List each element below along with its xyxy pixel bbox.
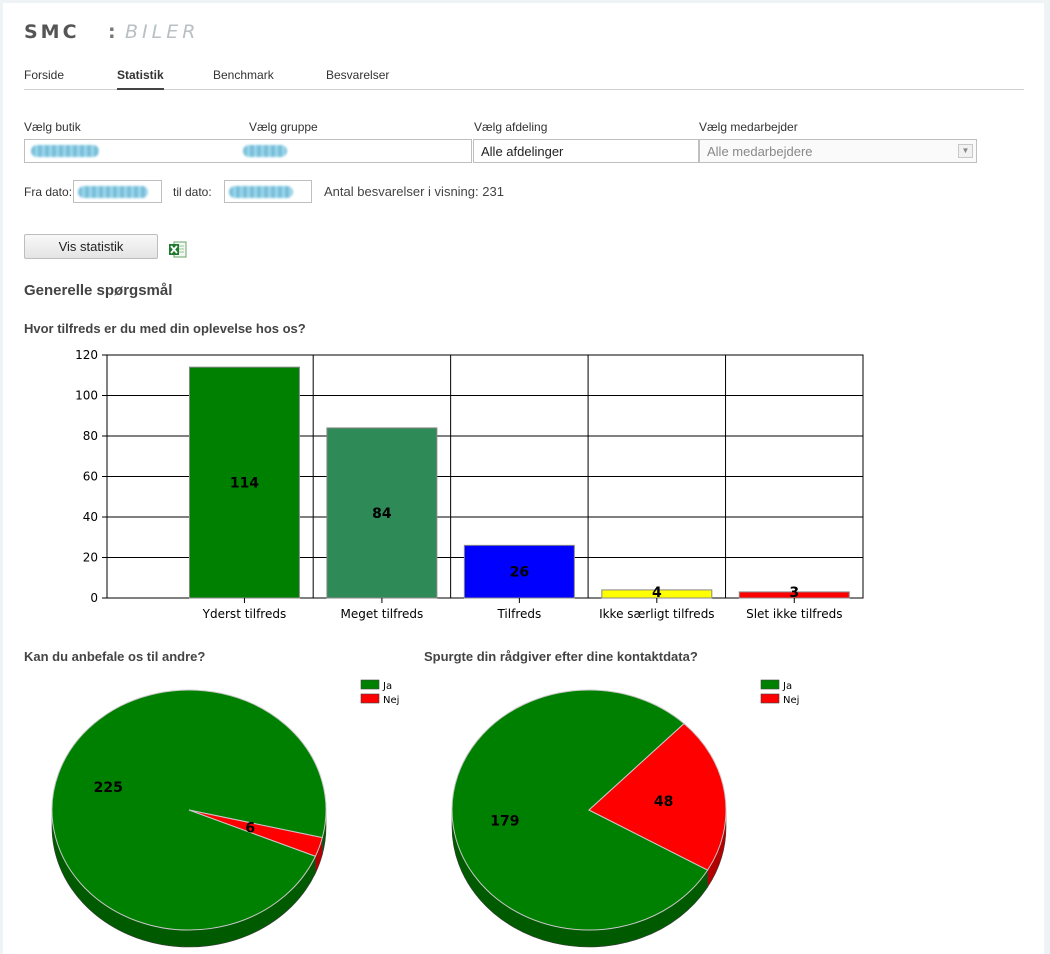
y-tick-label: 60 (83, 470, 98, 484)
page: SMC : BILER Forside Statistik Benchmark … (3, 3, 1044, 954)
afdeling-label: Vælg afdeling (474, 120, 548, 134)
medarbejder-select: Alle medarbejdere ▼ (699, 139, 977, 163)
x-tick-label: Slet ikke tilfreds (746, 607, 842, 621)
bar-chart: 0 20 40 60 80 100 120 114 Yderst tilfreds 84 Meget… (75, 348, 864, 621)
chevron-down-icon: ▼ (958, 144, 973, 158)
nav-forside[interactable]: Forside (24, 68, 65, 82)
butik-label: Vælg butik (24, 120, 81, 134)
pie-slice-ja (451, 689, 709, 931)
legend-swatch-ja (360, 679, 380, 690)
bar-3 (463, 544, 575, 599)
afdeling-select[interactable]: Alle afdelinger (473, 139, 699, 163)
pie-chart-kontaktdata: 179 48 Ja Nej (451, 679, 799, 948)
x-tick-label: Tilfreds (496, 607, 541, 621)
bar-1 (188, 366, 300, 599)
pie-value-label: 225 (94, 780, 123, 796)
legend-swatch-nej (760, 693, 780, 704)
x-tick-label: Yderst tilfreds (202, 607, 287, 621)
x-tick-label: Meget tilfreds (341, 607, 424, 621)
legend-swatch-nej (360, 693, 380, 704)
vis-statistik-button[interactable]: Vis statistik (24, 234, 158, 259)
bar-value-label: 4 (652, 585, 662, 601)
til-dato-label: til dato: (173, 185, 212, 199)
bar-value-label: 3 (789, 585, 799, 601)
pie-value-label: 6 (245, 820, 255, 836)
pie2-title: Spurgte din rådgiver efter dine kontaktd… (424, 649, 698, 664)
til-dato-input[interactable] (224, 180, 312, 203)
redacted-gruppe (243, 145, 287, 157)
gruppe-label: Vælg gruppe (249, 120, 318, 134)
redacted-butik (31, 145, 99, 157)
medarbejder-label: Vælg medarbejder (699, 120, 798, 134)
pie-slice-nej (188, 809, 323, 857)
bar-2 (326, 427, 438, 599)
y-tick-label: 20 (83, 551, 98, 565)
section-title: Generelle spørgsmål (24, 282, 173, 299)
bar-chart-title: Hvor tilfreds er du med din oplevelse ho… (24, 321, 306, 336)
brand-separator: : (108, 21, 116, 43)
bar-value-label: 84 (372, 506, 392, 522)
nav-besvarelser[interactable]: Besvarelser (326, 68, 390, 82)
butik-gruppe-select[interactable] (24, 139, 472, 163)
main-nav: Forside Statistik Benchmark Besvarelser (24, 65, 1024, 90)
legend-label: Ja (782, 681, 792, 692)
pie1-title: Kan du anbefale os til andre? (24, 649, 206, 664)
pie-value-label: 48 (654, 794, 673, 810)
x-tick-label: Ikke særligt tilfreds (599, 607, 715, 621)
nav-benchmark[interactable]: Benchmark (213, 68, 274, 82)
legend-label: Nej (783, 695, 799, 706)
brand-left: SMC (24, 21, 80, 43)
fra-dato-input[interactable] (73, 180, 162, 203)
excel-icon[interactable] (168, 239, 188, 259)
legend-label: Ja (382, 681, 392, 692)
fra-dato-label: Fra dato: (24, 185, 73, 199)
brand-right: BILER (125, 21, 199, 43)
brand-logo-mark: SMC : BILER (24, 21, 199, 43)
brand-logo[interactable]: SMC : BILER (24, 21, 229, 43)
pie-chart-anbefale: 225 6 Ja Nej (51, 679, 399, 948)
besvarelser-count: Antal besvarelser i visning: 231 (324, 184, 504, 199)
redacted-til-dato (229, 186, 293, 198)
redacted-fra-dato (78, 186, 148, 198)
bar-value-label: 114 (230, 476, 259, 492)
y-tick-label: 120 (75, 348, 98, 362)
y-tick-label: 100 (75, 389, 98, 403)
legend-label: Nej (383, 695, 399, 706)
y-tick-label: 40 (83, 510, 98, 524)
legend-swatch-ja (760, 679, 780, 690)
bar-value-label: 26 (510, 565, 529, 581)
medarbejder-value: Alle medarbejdere (707, 144, 813, 159)
pie-value-label: 179 (490, 813, 519, 829)
y-tick-label: 0 (90, 591, 98, 605)
pie-slice-nej (588, 722, 727, 871)
nav-statistik[interactable]: Statistik (117, 68, 164, 90)
y-tick-label: 80 (83, 429, 98, 443)
